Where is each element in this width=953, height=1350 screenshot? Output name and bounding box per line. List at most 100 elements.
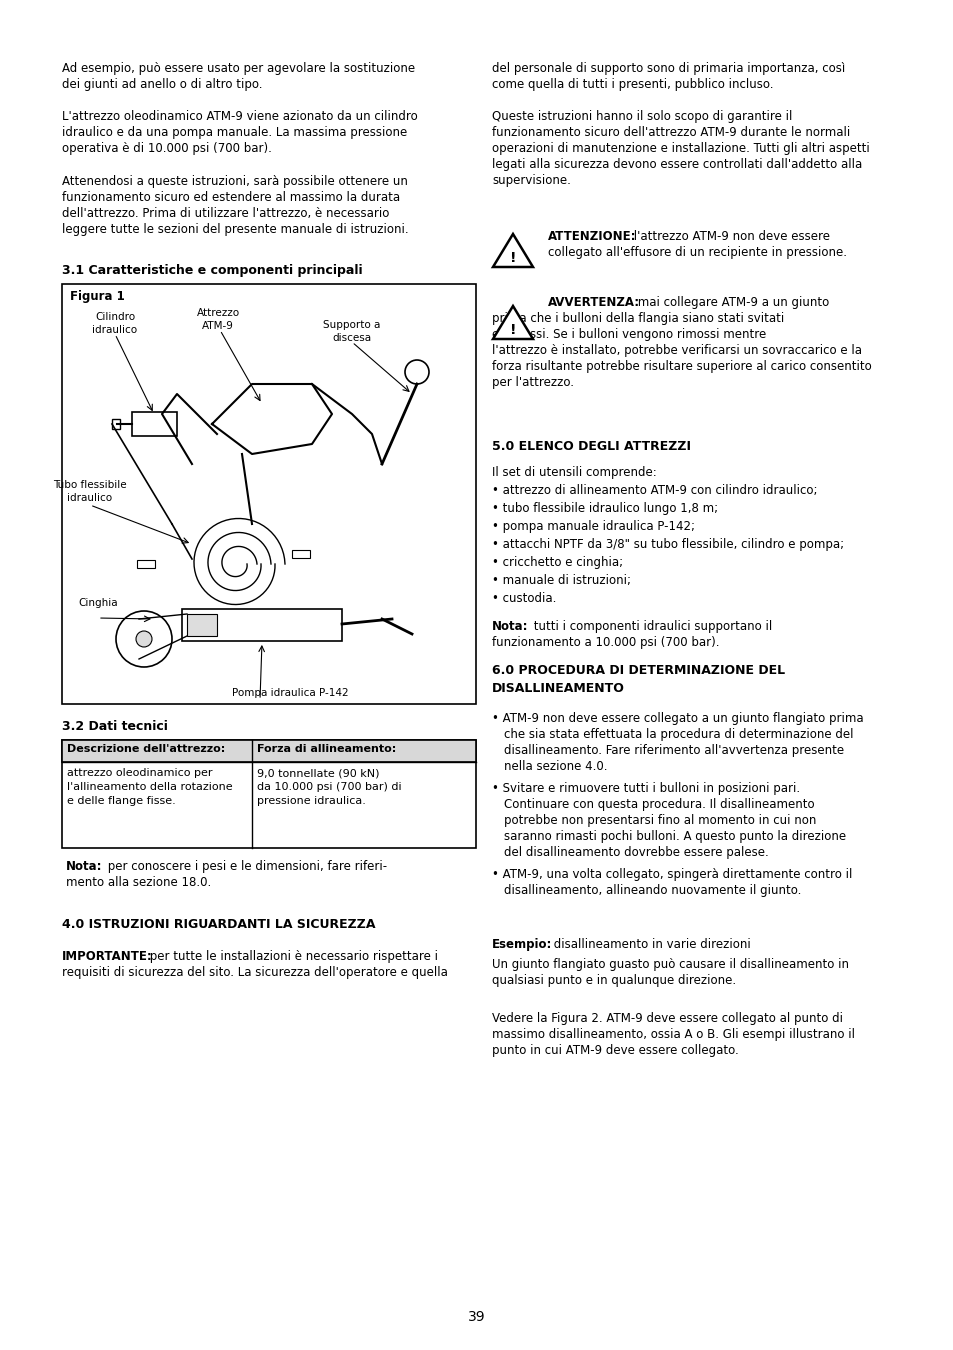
- Text: Cinghia: Cinghia: [78, 598, 117, 608]
- Text: !: !: [509, 323, 516, 338]
- Text: • manuale di istruzioni;: • manuale di istruzioni;: [492, 574, 630, 587]
- Bar: [137, 560, 154, 568]
- Text: • attrezzo di allineamento ATM-9 con cilindro idraulico;: • attrezzo di allineamento ATM-9 con cil…: [492, 485, 817, 497]
- Text: Esempio:: Esempio:: [492, 938, 552, 950]
- Text: Forza di allineamento:: Forza di allineamento:: [257, 744, 396, 755]
- Text: mai collegare ATM-9 a un giunto: mai collegare ATM-9 a un giunto: [634, 296, 828, 309]
- Text: idraulico: idraulico: [68, 493, 112, 504]
- Text: l'allineamento della rotazione: l'allineamento della rotazione: [67, 782, 233, 792]
- Text: requisiti di sicurezza del sito. La sicurezza dell'operatore e quella: requisiti di sicurezza del sito. La sicu…: [62, 967, 447, 979]
- Text: per tutte le installazioni è necessario rispettare i: per tutte le installazioni è necessario …: [146, 950, 437, 963]
- Text: legati alla sicurezza devono essere controllati dall'addetto alla: legati alla sicurezza devono essere cont…: [492, 158, 862, 171]
- Bar: [62, 740, 476, 761]
- Text: potrebbe non presentarsi fino al momento in cui non: potrebbe non presentarsi fino al momento…: [503, 814, 816, 828]
- Text: dei giunti ad anello o di altro tipo.: dei giunti ad anello o di altro tipo.: [62, 78, 262, 90]
- Text: • pompa manuale idraulica P-142;: • pompa manuale idraulica P-142;: [492, 520, 695, 533]
- Text: che sia stata effettuata la procedura di determinazione del: che sia stata effettuata la procedura di…: [503, 728, 853, 741]
- Text: da 10.000 psi (700 bar) di: da 10.000 psi (700 bar) di: [257, 782, 401, 792]
- Text: Attrezzo: Attrezzo: [196, 308, 239, 319]
- Text: Cilindro: Cilindro: [95, 312, 135, 323]
- Text: del disallineamento dovrebbe essere palese.: del disallineamento dovrebbe essere pale…: [503, 846, 768, 859]
- Text: operazioni di manutenzione e installazione. Tutti gli altri aspetti: operazioni di manutenzione e installazio…: [492, 142, 869, 155]
- Text: 4.0 ISTRUZIONI RIGUARDANTI LA SICUREZZA: 4.0 ISTRUZIONI RIGUARDANTI LA SICUREZZA: [62, 918, 375, 932]
- Text: funzionamento sicuro dell'attrezzo ATM-9 durante le normali: funzionamento sicuro dell'attrezzo ATM-9…: [492, 126, 849, 139]
- Text: per conoscere i pesi e le dimensioni, fare riferi-: per conoscere i pesi e le dimensioni, fa…: [104, 860, 387, 873]
- Text: del personale di supporto sono di primaria importanza, così: del personale di supporto sono di primar…: [492, 62, 844, 76]
- Text: • ATM-9 non deve essere collegato a un giunto flangiato prima: • ATM-9 non deve essere collegato a un g…: [492, 711, 862, 725]
- Text: pressione idraulica.: pressione idraulica.: [257, 796, 366, 806]
- Text: Figura 1: Figura 1: [70, 290, 125, 302]
- Polygon shape: [493, 306, 533, 339]
- Bar: [132, 412, 177, 436]
- Text: ATTENZIONE:: ATTENZIONE:: [547, 230, 636, 243]
- Text: • cricchetto e cinghia;: • cricchetto e cinghia;: [492, 556, 622, 568]
- Text: • attacchi NPTF da 3/8" su tubo flessibile, cilindro e pompa;: • attacchi NPTF da 3/8" su tubo flessibi…: [492, 539, 843, 551]
- Bar: [182, 609, 341, 641]
- Text: Nota:: Nota:: [492, 620, 528, 633]
- Bar: [292, 549, 310, 558]
- Text: supervisione.: supervisione.: [492, 174, 570, 188]
- Text: attrezzo oleodinamico per: attrezzo oleodinamico per: [67, 768, 213, 778]
- Text: L'attrezzo oleodinamico ATM-9 viene azionato da un cilindro: L'attrezzo oleodinamico ATM-9 viene azio…: [62, 109, 417, 123]
- Text: • tubo flessibile idraulico lungo 1,8 m;: • tubo flessibile idraulico lungo 1,8 m;: [492, 502, 718, 514]
- Text: e rimossi. Se i bulloni vengono rimossi mentre: e rimossi. Se i bulloni vengono rimossi …: [492, 328, 765, 342]
- Text: come quella di tutti i presenti, pubblico incluso.: come quella di tutti i presenti, pubblic…: [492, 78, 773, 90]
- Text: Tubo flessibile: Tubo flessibile: [53, 481, 127, 490]
- Text: AVVERTENZA:: AVVERTENZA:: [547, 296, 639, 309]
- Text: Continuare con questa procedura. Il disallineamento: Continuare con questa procedura. Il disa…: [503, 798, 814, 811]
- Text: 9,0 tonnellate (90 kN): 9,0 tonnellate (90 kN): [257, 768, 379, 778]
- Text: ATM-9: ATM-9: [202, 321, 233, 331]
- Text: disallineamento, allineando nuovamente il giunto.: disallineamento, allineando nuovamente i…: [503, 884, 801, 896]
- Polygon shape: [493, 234, 533, 267]
- Text: 6.0 PROCEDURA DI DETERMINAZIONE DEL: 6.0 PROCEDURA DI DETERMINAZIONE DEL: [492, 664, 784, 676]
- Text: disallineamento in varie direzioni: disallineamento in varie direzioni: [550, 938, 750, 950]
- Text: Supporto a: Supporto a: [323, 320, 380, 329]
- Text: leggere tutte le sezioni del presente manuale di istruzioni.: leggere tutte le sezioni del presente ma…: [62, 223, 408, 236]
- Bar: [62, 740, 476, 848]
- Text: collegato all'effusore di un recipiente in pressione.: collegato all'effusore di un recipiente …: [547, 246, 846, 259]
- Text: 3.2 Dati tecnici: 3.2 Dati tecnici: [62, 720, 168, 733]
- Text: funzionamento a 10.000 psi (700 bar).: funzionamento a 10.000 psi (700 bar).: [492, 636, 719, 649]
- Text: !: !: [509, 251, 516, 265]
- Text: disallineamento. Fare riferimento all'avvertenza presente: disallineamento. Fare riferimento all'av…: [503, 744, 843, 757]
- Text: funzionamento sicuro ed estendere al massimo la durata: funzionamento sicuro ed estendere al mas…: [62, 190, 399, 204]
- Text: Pompa idraulica P-142: Pompa idraulica P-142: [232, 688, 348, 698]
- Circle shape: [136, 630, 152, 647]
- Text: l'attrezzo è installato, potrebbe verificarsi un sovraccarico e la: l'attrezzo è installato, potrebbe verifi…: [492, 344, 862, 356]
- Text: Ad esempio, può essere usato per agevolare la sostituzione: Ad esempio, può essere usato per agevola…: [62, 62, 415, 76]
- Bar: [62, 284, 476, 703]
- Text: saranno rimasti pochi bulloni. A questo punto la direzione: saranno rimasti pochi bulloni. A questo …: [503, 830, 845, 842]
- Text: operativa è di 10.000 psi (700 bar).: operativa è di 10.000 psi (700 bar).: [62, 142, 272, 155]
- Text: punto in cui ATM-9 deve essere collegato.: punto in cui ATM-9 deve essere collegato…: [492, 1044, 738, 1057]
- Text: Un giunto flangiato guasto può causare il disallineamento in: Un giunto flangiato guasto può causare i…: [492, 958, 848, 971]
- Text: Il set di utensili comprende:: Il set di utensili comprende:: [492, 466, 656, 479]
- Text: qualsiasi punto e in qualunque direzione.: qualsiasi punto e in qualunque direzione…: [492, 973, 736, 987]
- Text: Nota:: Nota:: [66, 860, 102, 873]
- Text: massimo disallineamento, ossia A o B. Gli esempi illustrano il: massimo disallineamento, ossia A o B. Gl…: [492, 1027, 854, 1041]
- Text: • ATM-9, una volta collegato, spingerà direttamente contro il: • ATM-9, una volta collegato, spingerà d…: [492, 868, 851, 882]
- Text: mento alla sezione 18.0.: mento alla sezione 18.0.: [66, 876, 211, 890]
- Text: tutti i componenti idraulici supportano il: tutti i componenti idraulici supportano …: [530, 620, 771, 633]
- Bar: [112, 418, 120, 429]
- Circle shape: [405, 360, 429, 383]
- Text: Attenendosi a queste istruzioni, sarà possibile ottenere un: Attenendosi a queste istruzioni, sarà po…: [62, 176, 408, 188]
- Text: prima che i bulloni della flangia siano stati svitati: prima che i bulloni della flangia siano …: [492, 312, 783, 325]
- Text: nella sezione 4.0.: nella sezione 4.0.: [503, 760, 607, 774]
- Text: IMPORTANTE:: IMPORTANTE:: [62, 950, 152, 963]
- Bar: [187, 614, 216, 636]
- Text: idraulico e da una pompa manuale. La massima pressione: idraulico e da una pompa manuale. La mas…: [62, 126, 407, 139]
- Text: DISALLINEAMENTO: DISALLINEAMENTO: [492, 682, 624, 695]
- Text: discesa: discesa: [332, 333, 371, 343]
- Text: per l'attrezzo.: per l'attrezzo.: [492, 377, 574, 389]
- Text: dell'attrezzo. Prima di utilizzare l'attrezzo, è necessario: dell'attrezzo. Prima di utilizzare l'att…: [62, 207, 389, 220]
- Text: l'attrezzo ATM-9 non deve essere: l'attrezzo ATM-9 non deve essere: [629, 230, 829, 243]
- Text: forza risultante potrebbe risultare superiore al carico consentito: forza risultante potrebbe risultare supe…: [492, 360, 871, 373]
- Text: 5.0 ELENCO DEGLI ATTREZZI: 5.0 ELENCO DEGLI ATTREZZI: [492, 440, 690, 454]
- Text: 39: 39: [468, 1310, 485, 1324]
- Text: Descrizione dell'attrezzo:: Descrizione dell'attrezzo:: [67, 744, 225, 755]
- Text: • custodia.: • custodia.: [492, 593, 556, 605]
- Text: Queste istruzioni hanno il solo scopo di garantire il: Queste istruzioni hanno il solo scopo di…: [492, 109, 792, 123]
- Text: e delle flange fisse.: e delle flange fisse.: [67, 796, 175, 806]
- Text: Vedere la Figura 2. ATM-9 deve essere collegato al punto di: Vedere la Figura 2. ATM-9 deve essere co…: [492, 1012, 842, 1025]
- Text: • Svitare e rimuovere tutti i bulloni in posizioni pari.: • Svitare e rimuovere tutti i bulloni in…: [492, 782, 800, 795]
